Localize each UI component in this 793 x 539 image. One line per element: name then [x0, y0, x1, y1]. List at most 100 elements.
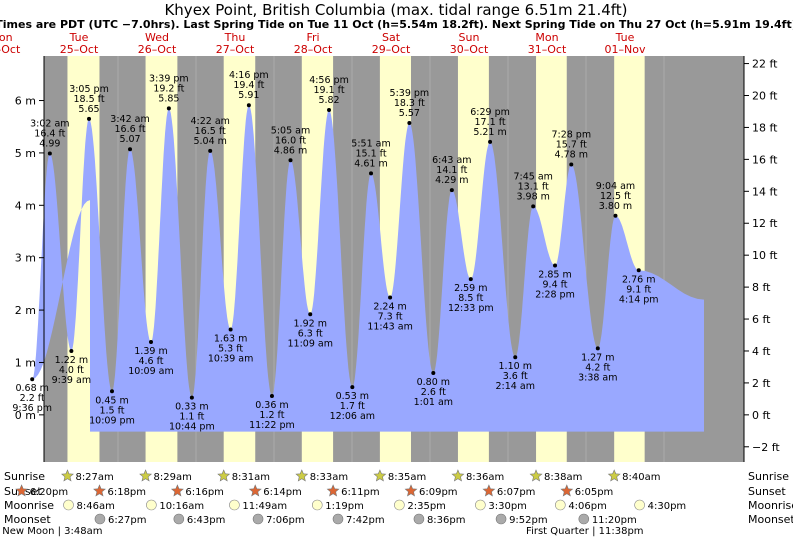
tide-meters-label: 4.78 m [555, 149, 588, 160]
tide-feet-label: 9.1 ft [626, 284, 651, 295]
day-name: Fri [306, 31, 319, 44]
sunrise-row-label-left: Sunrise [4, 470, 45, 483]
right-axis-tick-label: 14 ft [752, 185, 778, 198]
left-axis-tick-label: 1 m [15, 356, 36, 369]
day-date: 25–Oct [60, 43, 99, 56]
tide-meters-label: 1.22 m [55, 355, 88, 366]
moonrise-time: 3:30pm [488, 501, 527, 512]
tide-time-label: 4:56 pm [309, 75, 349, 86]
moonset-icon [173, 513, 185, 525]
tide-high-point [47, 151, 52, 156]
tide-meters-label: 0.45 m [95, 395, 128, 406]
tide-feet-label: 2.6 ft [421, 387, 446, 398]
tide-time-label: 10:09 pm [89, 415, 135, 426]
tide-feet-label: 6.3 ft [298, 328, 323, 339]
day-date: 30–Oct [450, 43, 489, 56]
moonrise-time: 2:35pm [407, 501, 446, 512]
tide-high-point [128, 147, 133, 152]
left-axis-tick-label: 5 m [15, 147, 36, 160]
tide-time-label: 2:14 am [496, 381, 535, 392]
moonset-icon [252, 513, 264, 525]
tide-meters-label: 3.80 m [599, 201, 632, 212]
sunrise-icon [529, 469, 543, 482]
tide-low-point [269, 393, 274, 398]
sunrise-icon [139, 469, 153, 482]
sunrise-time: 8:29am [154, 472, 192, 483]
tide-meters-label: 1.63 m [214, 333, 247, 344]
tide-feet-label: 17.1 ft [475, 117, 506, 128]
tide-feet-label: 4.6 ft [138, 356, 163, 367]
day-date: 26–Oct [138, 43, 177, 56]
tide-time-label: 4:22 am [190, 116, 229, 127]
moonset-time: 6:43pm [187, 515, 226, 526]
sunrise-time: 8:31am [232, 472, 270, 483]
moonset-icon [495, 513, 507, 525]
tide-time-label: 5:51 am [351, 138, 390, 149]
tide-feet-label: 14.1 ft [436, 165, 467, 176]
tide-high-point [407, 121, 412, 126]
tide-low-point [388, 295, 393, 300]
left-axis-tick-label: 4 m [15, 199, 36, 212]
moonset-time: 9:52pm [509, 515, 548, 526]
tide-meters-label: 5.91 [238, 90, 259, 101]
tide-meters-label: 2.85 m [538, 270, 571, 281]
moonrise-icon [634, 499, 645, 511]
tide-feet-label: 2.2 ft [20, 393, 45, 404]
tide-feet-label: 8.5 ft [458, 293, 483, 304]
tide-low-point [350, 385, 355, 390]
day-name: Thu [224, 31, 246, 44]
tide-meters-label: 0.53 m [336, 391, 369, 402]
left-axis-tick-label: 2 m [15, 304, 36, 317]
tide-time-label: 10:09 am [128, 366, 173, 377]
day-name: Sat [382, 31, 401, 44]
tide-time-label: 10:44 pm [169, 422, 215, 433]
tide-high-point [613, 213, 618, 218]
right-axis-tick-label: 22 ft [752, 58, 778, 71]
tide-low-point [595, 346, 600, 351]
tide-low-point [468, 277, 473, 282]
day-date: 31–Oct [528, 43, 567, 56]
sunset-row-label-right: Sunset [748, 485, 786, 498]
moonset-icon [578, 513, 590, 525]
moonrise-icon [475, 499, 486, 511]
tide-feet-label: 13.1 ft [518, 181, 549, 192]
day-date: 24–Oct [0, 43, 21, 56]
tide-high-point [327, 107, 332, 112]
tide-meters-label: 2.59 m [454, 283, 487, 294]
sunset-icon [15, 484, 29, 497]
day-date: 01–Nov [605, 43, 646, 56]
sunrise-icon [607, 469, 621, 482]
right-axis-tick-label: 4 ft [752, 345, 771, 358]
day-name: Wed [145, 31, 169, 44]
tide-low-point [228, 327, 233, 332]
tide-time-label: 9:04 am [596, 181, 635, 192]
tide-high-point [488, 139, 493, 144]
tide-feet-label: 16.4 ft [34, 128, 65, 139]
tide-area [32, 105, 704, 432]
moonrise-icon [63, 499, 74, 511]
right-axis-tick-label: −2 ft [752, 441, 780, 454]
moonset-row-label-left: Moonset [4, 513, 51, 526]
tide-time-label: 11:43 am [367, 322, 412, 333]
tide-feet-label: 18.5 ft [73, 94, 104, 105]
tide-feet-label: 7.3 ft [378, 312, 403, 323]
right-axis-tick-label: 12 ft [752, 217, 778, 230]
tide-low-point [30, 377, 35, 382]
moonrise-row-label-right: Moonrise [748, 499, 793, 512]
tide-feet-label: 16.0 ft [275, 135, 306, 146]
tide-feet-label: 16.6 ft [114, 124, 145, 135]
chart-title: Khyex Point, British Columbia (max. tida… [164, 1, 627, 19]
tide-feet-label: 15.7 ft [556, 139, 587, 150]
tide-meters-label: 5.07 [119, 134, 140, 145]
moonset-icon [413, 513, 425, 525]
tide-time-label: 11:22 pm [249, 420, 295, 431]
sunrise-time: 8:27am [75, 472, 113, 483]
right-axis-tick-label: 16 ft [752, 153, 778, 166]
tide-high-point [288, 158, 293, 163]
tide-time-label: 2:28 pm [535, 290, 575, 301]
sunset-time: 6:09pm [419, 487, 458, 498]
tide-high-point [208, 148, 213, 153]
sunset-icon [170, 484, 184, 497]
tide-meters-label: 0.33 m [175, 402, 208, 413]
